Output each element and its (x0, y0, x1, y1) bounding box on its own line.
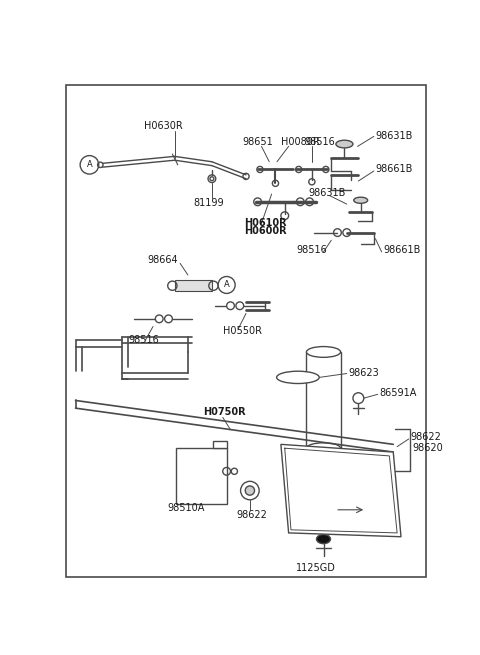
Text: H0080R: H0080R (281, 137, 320, 147)
Bar (176, 448, 227, 504)
Text: 98631B: 98631B (308, 187, 346, 198)
Circle shape (245, 486, 254, 495)
Text: 98516: 98516 (304, 137, 335, 147)
Ellipse shape (336, 140, 353, 148)
Text: A: A (224, 280, 229, 290)
Text: 98661B: 98661B (383, 244, 420, 255)
Text: 98622: 98622 (237, 510, 267, 520)
Text: H0630R: H0630R (144, 121, 182, 132)
Text: 98661B: 98661B (375, 164, 413, 174)
Text: 81199: 81199 (193, 198, 224, 208)
Text: 98620: 98620 (413, 443, 444, 453)
Ellipse shape (354, 197, 368, 203)
Text: 98651: 98651 (242, 137, 273, 147)
Text: 98516: 98516 (128, 335, 159, 345)
Polygon shape (281, 444, 401, 536)
Ellipse shape (306, 346, 340, 358)
Bar (175, 280, 212, 291)
Ellipse shape (306, 443, 340, 454)
Text: H0600R: H0600R (244, 226, 287, 236)
Text: 98664: 98664 (147, 255, 178, 265)
Text: 98622: 98622 (410, 432, 441, 442)
Text: H0750R: H0750R (204, 407, 246, 417)
Ellipse shape (316, 534, 330, 544)
Text: 86591A: 86591A (379, 388, 417, 398)
Text: A: A (86, 160, 92, 170)
Ellipse shape (276, 371, 319, 384)
Text: 98510A: 98510A (167, 503, 204, 514)
Text: 98623: 98623 (348, 367, 379, 378)
Bar (213, 441, 227, 448)
Text: H0550R: H0550R (223, 326, 262, 336)
Text: H0610R: H0610R (244, 218, 287, 229)
Bar (306, 352, 340, 448)
Text: 98516: 98516 (296, 244, 327, 255)
Text: 1125GD: 1125GD (296, 563, 336, 572)
Text: 98631B: 98631B (375, 132, 413, 141)
